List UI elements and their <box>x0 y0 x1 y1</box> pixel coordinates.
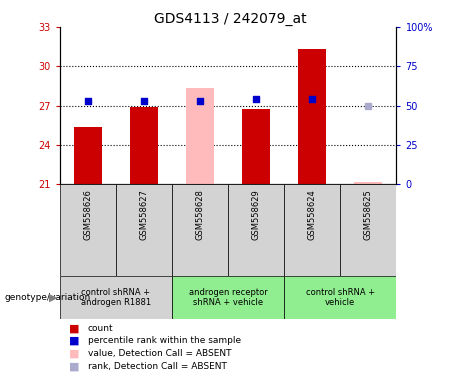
Text: GSM558625: GSM558625 <box>364 189 373 240</box>
Point <box>309 96 316 103</box>
Text: GSM558627: GSM558627 <box>140 189 148 240</box>
Text: ■: ■ <box>69 361 80 371</box>
Text: GSM558628: GSM558628 <box>195 189 205 240</box>
Point <box>140 98 148 104</box>
Text: GSM558629: GSM558629 <box>252 189 261 240</box>
Text: ■: ■ <box>69 349 80 359</box>
Point <box>365 103 372 109</box>
Bar <box>172 276 284 319</box>
Text: ■: ■ <box>69 336 80 346</box>
Text: percentile rank within the sample: percentile rank within the sample <box>88 336 241 346</box>
Bar <box>172 184 228 276</box>
Point <box>196 98 204 104</box>
Point <box>84 98 92 104</box>
Text: androgen receptor
shRNA + vehicle: androgen receptor shRNA + vehicle <box>189 288 267 307</box>
Text: GSM558624: GSM558624 <box>308 189 317 240</box>
Point <box>253 96 260 103</box>
Text: rank, Detection Call = ABSENT: rank, Detection Call = ABSENT <box>88 362 226 371</box>
Bar <box>228 184 284 276</box>
Bar <box>130 107 158 184</box>
Text: ▶: ▶ <box>49 293 57 303</box>
Bar <box>298 49 326 184</box>
Text: GDS4113 / 242079_at: GDS4113 / 242079_at <box>154 12 307 25</box>
Text: ■: ■ <box>69 323 80 333</box>
Text: value, Detection Call = ABSENT: value, Detection Call = ABSENT <box>88 349 231 358</box>
Bar <box>116 184 172 276</box>
Bar <box>355 182 383 184</box>
Bar <box>284 276 396 319</box>
Bar <box>340 184 396 276</box>
Bar <box>186 88 214 184</box>
Text: genotype/variation: genotype/variation <box>5 293 91 302</box>
Bar <box>60 184 116 276</box>
Bar <box>242 109 270 184</box>
Text: GSM558626: GSM558626 <box>83 189 93 240</box>
Bar <box>74 127 102 184</box>
Bar <box>60 276 172 319</box>
Text: count: count <box>88 324 113 333</box>
Bar <box>284 184 340 276</box>
Text: control shRNA +
vehicle: control shRNA + vehicle <box>306 288 375 307</box>
Text: control shRNA +
androgen R1881: control shRNA + androgen R1881 <box>81 288 151 307</box>
